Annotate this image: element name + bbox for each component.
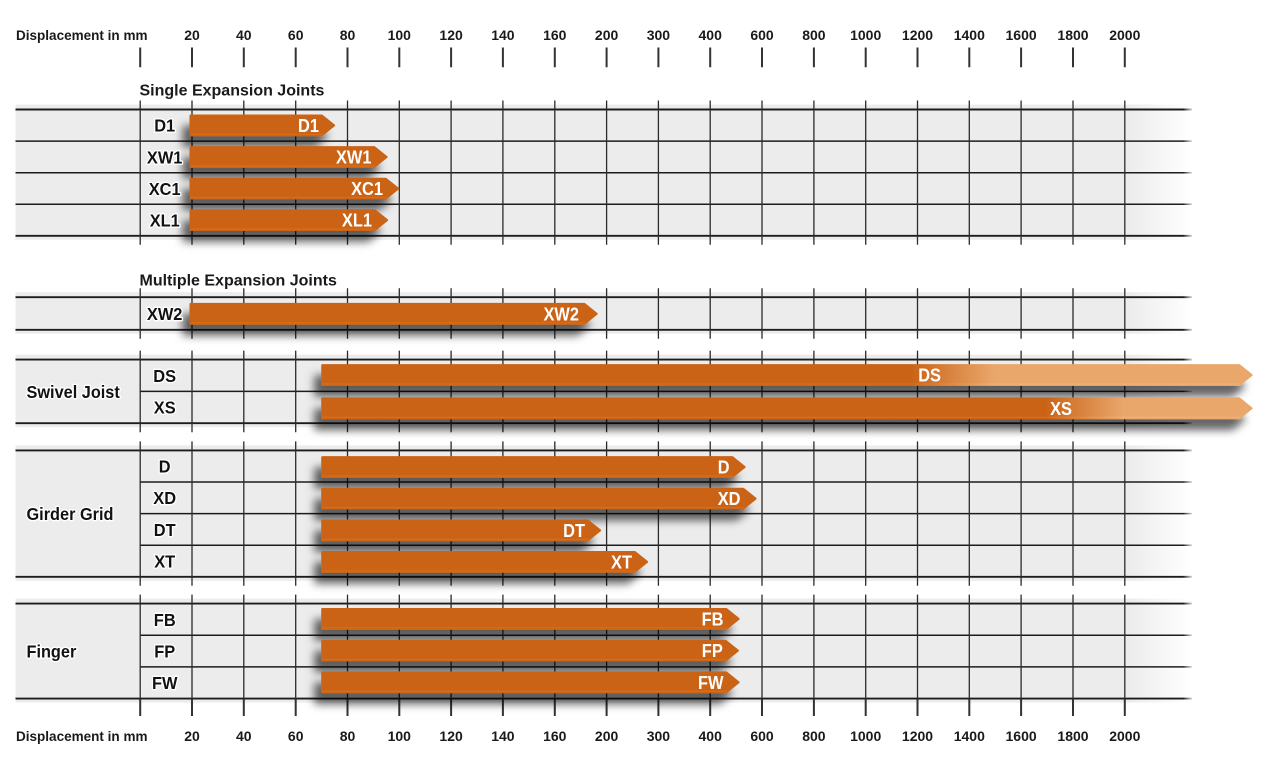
svg-text:20: 20: [184, 728, 200, 744]
svg-text:1800: 1800: [1057, 27, 1088, 43]
svg-text:1800: 1800: [1057, 728, 1088, 744]
svg-text:100: 100: [388, 728, 412, 744]
svg-text:200: 200: [595, 27, 619, 43]
svg-text:DT: DT: [563, 521, 585, 541]
svg-text:1400: 1400: [954, 27, 985, 43]
svg-text:XS: XS: [1050, 399, 1072, 419]
svg-text:1200: 1200: [902, 728, 933, 744]
svg-text:DS: DS: [153, 366, 176, 386]
svg-text:Multiple Expansion Joints: Multiple Expansion Joints: [140, 272, 337, 289]
svg-text:160: 160: [543, 27, 567, 43]
svg-text:Single Expansion Joints: Single Expansion Joints: [140, 82, 325, 99]
svg-text:FP: FP: [154, 642, 175, 662]
svg-text:Swivel Joist: Swivel Joist: [27, 382, 120, 402]
svg-text:D: D: [159, 457, 171, 477]
svg-text:XW2: XW2: [147, 304, 183, 324]
svg-text:XC1: XC1: [149, 179, 181, 199]
svg-text:D: D: [718, 458, 730, 478]
svg-text:80: 80: [340, 27, 356, 43]
svg-text:FP: FP: [702, 641, 723, 661]
svg-text:Displacement in mm: Displacement in mm: [16, 729, 148, 744]
svg-text:FB: FB: [154, 610, 176, 630]
svg-text:XD: XD: [153, 488, 176, 508]
svg-text:200: 200: [595, 728, 619, 744]
svg-text:1200: 1200: [902, 27, 933, 43]
svg-text:D1: D1: [298, 116, 319, 136]
svg-text:60: 60: [288, 728, 304, 744]
svg-text:400: 400: [699, 728, 723, 744]
svg-text:XL1: XL1: [150, 210, 180, 230]
svg-text:XL1: XL1: [342, 211, 372, 231]
svg-text:1000: 1000: [850, 27, 881, 43]
svg-text:160: 160: [543, 728, 567, 744]
svg-text:140: 140: [491, 728, 515, 744]
svg-text:600: 600: [750, 27, 774, 43]
svg-text:DT: DT: [154, 520, 176, 540]
svg-text:Girder Grid: Girder Grid: [27, 504, 114, 524]
svg-text:D1: D1: [154, 116, 175, 136]
svg-text:80: 80: [340, 728, 356, 744]
svg-text:1600: 1600: [1006, 27, 1037, 43]
svg-text:120: 120: [439, 27, 463, 43]
svg-text:XT: XT: [154, 551, 175, 571]
svg-text:60: 60: [288, 27, 304, 43]
svg-text:XW1: XW1: [336, 148, 372, 168]
svg-text:2000: 2000: [1109, 27, 1140, 43]
svg-text:1600: 1600: [1006, 728, 1037, 744]
svg-text:2000: 2000: [1109, 728, 1140, 744]
svg-text:300: 300: [647, 27, 671, 43]
svg-text:DS: DS: [918, 366, 941, 386]
svg-text:XT: XT: [611, 553, 632, 573]
svg-text:800: 800: [802, 27, 826, 43]
svg-text:XC1: XC1: [351, 179, 383, 199]
svg-text:140: 140: [491, 27, 515, 43]
svg-text:1400: 1400: [954, 728, 985, 744]
svg-text:XW1: XW1: [147, 147, 183, 167]
svg-text:800: 800: [802, 728, 826, 744]
svg-text:1000: 1000: [850, 728, 881, 744]
svg-text:FW: FW: [698, 673, 724, 693]
svg-text:40: 40: [236, 728, 252, 744]
svg-text:Finger: Finger: [27, 642, 77, 662]
svg-text:400: 400: [699, 27, 723, 43]
svg-text:20: 20: [184, 27, 200, 43]
svg-text:Displacement in mm: Displacement in mm: [16, 28, 148, 43]
svg-text:300: 300: [647, 728, 671, 744]
svg-text:600: 600: [750, 728, 774, 744]
svg-text:120: 120: [439, 728, 463, 744]
svg-text:40: 40: [236, 27, 252, 43]
svg-text:FW: FW: [152, 673, 178, 693]
svg-text:XS: XS: [154, 398, 176, 418]
svg-text:FB: FB: [702, 610, 724, 630]
svg-text:XW2: XW2: [544, 304, 580, 324]
svg-text:100: 100: [388, 27, 412, 43]
svg-text:XD: XD: [718, 489, 741, 509]
